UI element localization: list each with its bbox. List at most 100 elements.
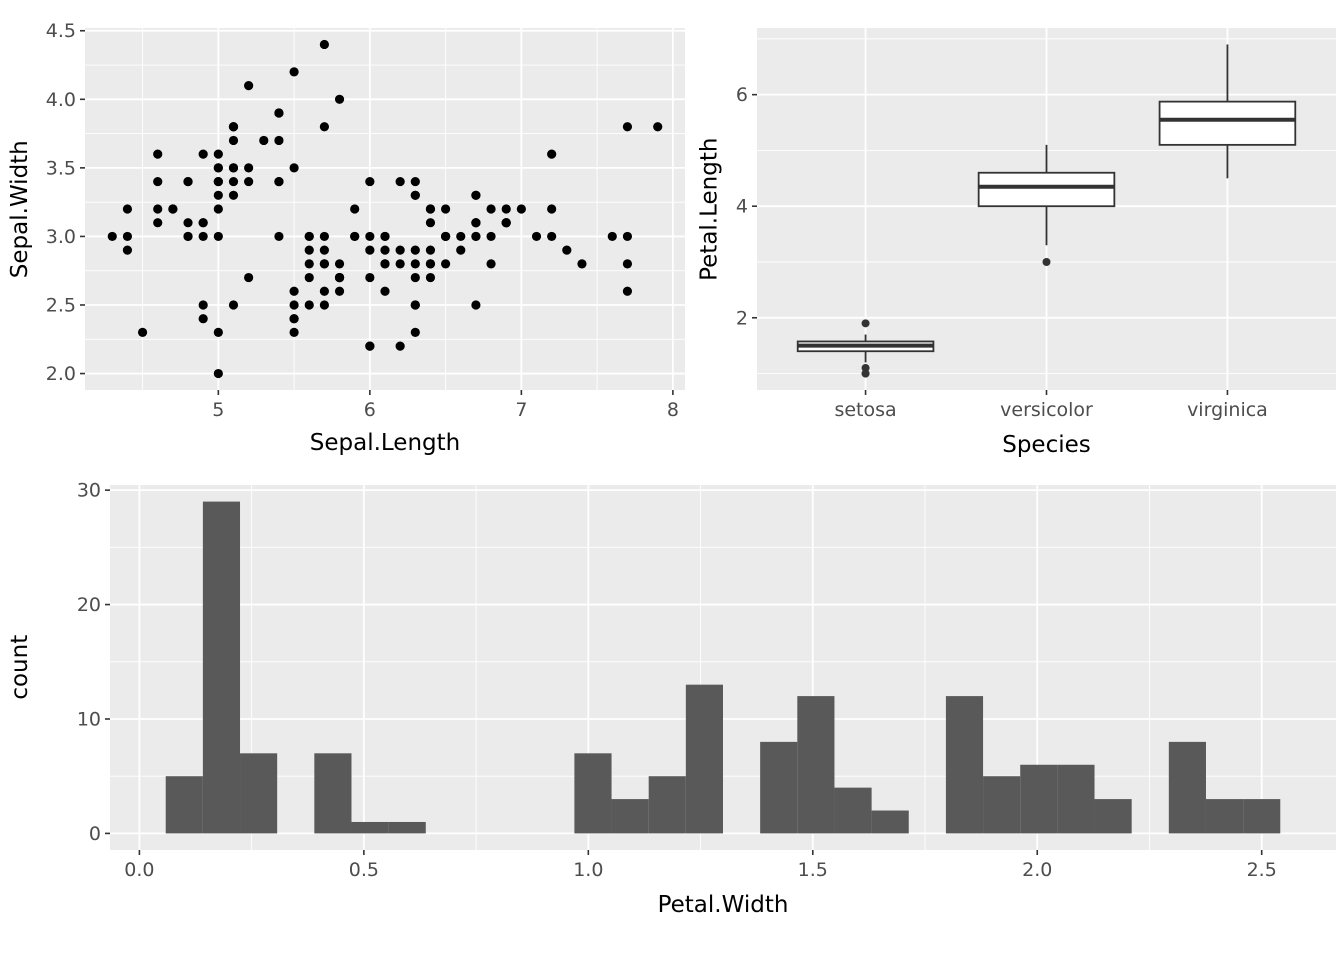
data-point — [289, 286, 299, 296]
histogram-bar — [202, 501, 241, 834]
boxplot-plot: setosa versicolor virginica 2 4 6 — [736, 28, 1336, 421]
data-point — [395, 259, 405, 269]
data-point — [274, 135, 284, 146]
scatter-x-axis-title: Sepal.Length — [309, 430, 461, 456]
data-point — [622, 259, 633, 269]
data-point — [486, 204, 496, 214]
x-tick-label: 1.0 — [573, 859, 603, 881]
panel-background — [110, 485, 1336, 850]
data-point — [441, 204, 451, 214]
y-tick-label: 6 — [736, 84, 748, 106]
data-point — [319, 39, 329, 50]
data-point — [122, 204, 133, 214]
histogram-bar — [945, 696, 984, 834]
x-tick-label: 5 — [212, 399, 224, 421]
scatter-panel-sepal: 5 6 7 8 2.0 2.5 3.0 3.5 4.0 4.5 Sepal.Width Sepal… — [0, 0, 690, 470]
data-point — [456, 245, 466, 255]
data-point — [607, 231, 617, 242]
data-point — [622, 231, 633, 242]
data-point — [501, 218, 511, 228]
y-tick-label: 3.0 — [46, 226, 76, 248]
y-tick-label: 30 — [77, 480, 101, 502]
data-point — [365, 341, 375, 351]
data-point — [562, 245, 572, 255]
bars-layer — [165, 501, 1281, 834]
data-point — [228, 163, 239, 173]
histogram-bar — [574, 753, 612, 834]
data-point — [547, 204, 557, 214]
scatter-y-axis-title: Sepal.Width — [0, 28, 40, 390]
data-point — [425, 204, 436, 214]
data-point — [410, 327, 420, 338]
box-body — [1158, 100, 1297, 146]
data-point — [183, 218, 193, 228]
histogram-bar — [983, 776, 1021, 834]
data-point — [289, 314, 299, 324]
data-point — [365, 272, 375, 283]
data-point — [213, 231, 223, 242]
histogram-bar — [685, 684, 723, 834]
y-tick-label: 3.5 — [46, 157, 76, 179]
data-point — [213, 204, 223, 214]
x-tick-label: virginica — [1187, 399, 1268, 421]
data-point — [319, 286, 329, 296]
top-row: 5 6 7 8 2.0 2.5 3.0 3.5 4.0 4.5 Sepal.Width Sepal… — [0, 0, 1344, 470]
box-group-virginica — [1158, 44, 1297, 179]
data-point — [153, 204, 163, 214]
data-point — [228, 176, 239, 187]
data-point — [153, 176, 163, 187]
data-point — [289, 163, 299, 173]
data-point — [213, 176, 223, 187]
data-point — [425, 218, 436, 228]
histogram-panel-petal-width: 0.0 0.5 1.0 1.5 2.0 2.5 0 10 20 30 count Petal.Wi… — [0, 470, 1344, 960]
y-tick-label: 2.0 — [46, 363, 76, 385]
y-tick-label: 4.0 — [46, 89, 76, 111]
y-tick-label: 4.5 — [46, 20, 76, 42]
data-point — [259, 135, 269, 146]
data-point — [168, 204, 178, 214]
x-tick-label: 0.5 — [349, 859, 379, 881]
data-point — [304, 259, 314, 269]
data-point — [274, 108, 284, 118]
panel-background — [85, 28, 685, 390]
data-point — [198, 314, 208, 324]
histogram-bar — [611, 799, 649, 834]
data-point — [425, 245, 436, 255]
data-point — [501, 204, 511, 214]
data-point — [289, 327, 299, 338]
data-point — [547, 149, 557, 159]
data-point — [350, 204, 360, 214]
data-point — [547, 231, 557, 242]
data-point — [213, 190, 223, 200]
x-tick-label: 1.5 — [798, 859, 828, 881]
histogram-y-axis-title: count — [0, 485, 40, 850]
data-point — [365, 245, 375, 255]
bottom-row: 0.0 0.5 1.0 1.5 2.0 2.5 0 10 20 30 count Petal.Wi… — [0, 470, 1344, 960]
data-point — [153, 218, 163, 228]
data-point — [471, 190, 481, 200]
data-point — [577, 259, 587, 269]
histogram-bar — [1243, 799, 1281, 834]
outlier-point — [861, 369, 870, 378]
x-tick-label: 8 — [667, 399, 679, 421]
data-point — [395, 341, 405, 351]
data-point — [334, 272, 345, 283]
x-tick-label: versicolor — [1000, 399, 1093, 421]
data-point — [213, 163, 223, 173]
data-point — [274, 176, 284, 187]
data-point — [244, 163, 254, 173]
data-point — [198, 300, 208, 310]
data-point — [380, 259, 390, 269]
data-point — [486, 231, 496, 242]
data-point — [334, 94, 345, 104]
data-point — [122, 245, 133, 255]
data-point — [365, 231, 375, 242]
data-point — [441, 231, 451, 242]
data-point — [228, 190, 239, 200]
x-tick-label: 2.0 — [1022, 859, 1052, 881]
data-point — [304, 272, 314, 283]
points-layer — [107, 39, 663, 379]
data-point — [107, 231, 117, 242]
y-tick-label: 4 — [736, 196, 748, 218]
